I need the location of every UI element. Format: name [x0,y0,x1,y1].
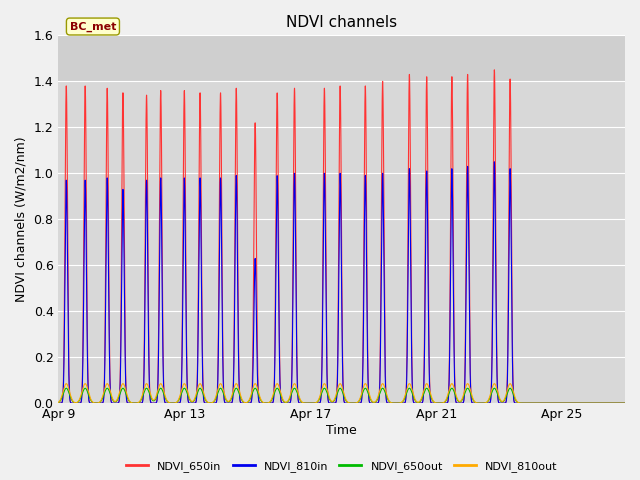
X-axis label: Time: Time [326,424,357,437]
Title: NDVI channels: NDVI channels [286,15,397,30]
Y-axis label: NDVI channels (W/m2/nm): NDVI channels (W/m2/nm) [15,136,28,302]
Legend: NDVI_650in, NDVI_810in, NDVI_650out, NDVI_810out: NDVI_650in, NDVI_810in, NDVI_650out, NDV… [122,456,562,476]
Text: BC_met: BC_met [70,22,116,32]
Bar [58,36,625,81]
